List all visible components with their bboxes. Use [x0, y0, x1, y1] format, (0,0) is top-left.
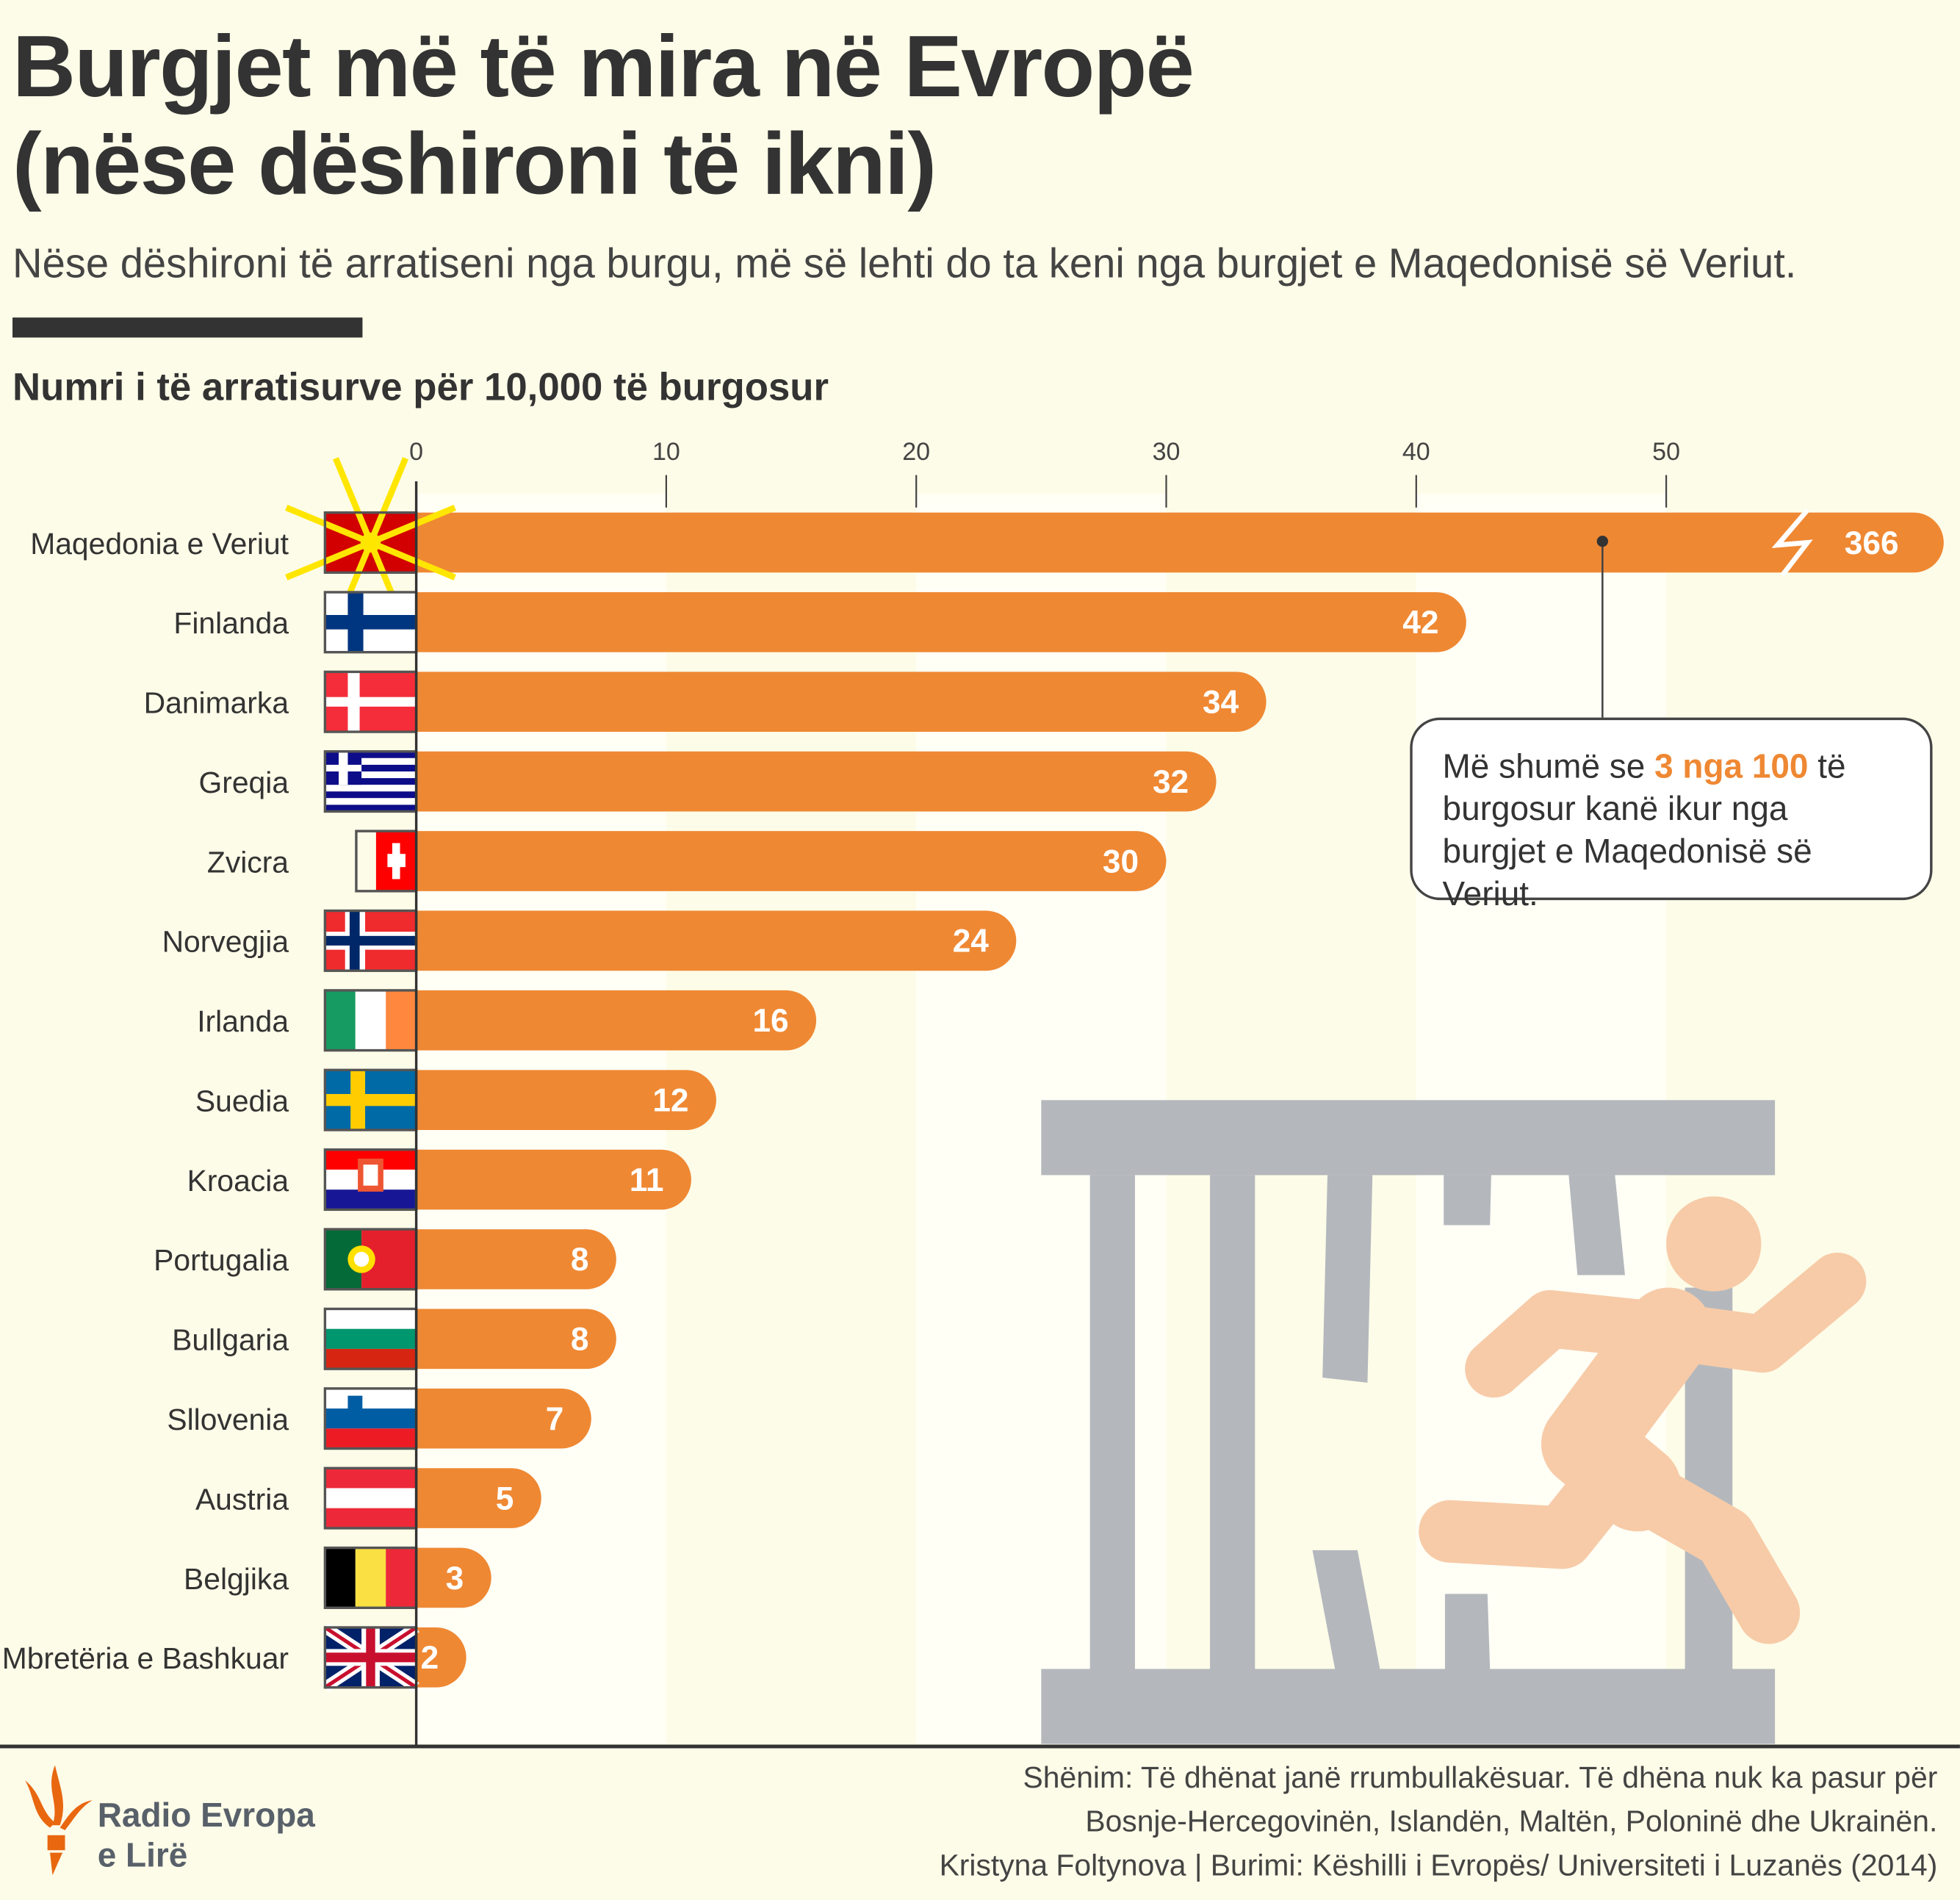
x-tick-label: 30 [1153, 438, 1181, 466]
category-label: Finlanda [173, 606, 289, 640]
value-label: 24 [953, 924, 990, 960]
running-person-icon [1419, 1196, 1867, 1644]
flag-pt-icon [323, 1228, 418, 1291]
category-label: Belgjika [184, 1562, 289, 1596]
category-label: Zvicra [207, 845, 289, 879]
category-label: Sllovenia [167, 1403, 289, 1436]
value-label: 8 [571, 1322, 589, 1358]
category-label: Irlanda [197, 1004, 289, 1038]
x-tick-label: 50 [1652, 438, 1680, 466]
value-label: 3 [446, 1561, 464, 1597]
axis-break-icon [1771, 508, 1813, 577]
category-label: Portugalia [154, 1243, 289, 1277]
flag-gb-icon [322, 1622, 419, 1693]
flag-no-icon [323, 909, 418, 972]
bar [416, 831, 1167, 891]
title-divider [12, 317, 363, 338]
flag-ie-icon [323, 989, 418, 1052]
value-label: 32 [1153, 764, 1189, 800]
callout-anchor-dot [1596, 536, 1608, 547]
value-label: 366 [1845, 525, 1899, 561]
prison-bars-illustration [1041, 1100, 1776, 1744]
value-label: 30 [1103, 843, 1139, 879]
flag-fi-icon [323, 591, 418, 654]
source-credit: Kristyna Foltynova | Burimi: Këshilli i … [939, 1849, 1938, 1883]
logo-text: Radio Evropa e Lirë [98, 1795, 315, 1875]
value-label: 16 [752, 1003, 788, 1039]
category-label: Danimarka [144, 686, 289, 720]
x-tick-label: 0 [409, 438, 423, 466]
title-line-2: (nëse dëshironi të ikni) [12, 115, 937, 213]
bar [416, 990, 817, 1051]
logo-line-1: Radio Evropa [97, 1796, 315, 1835]
value-label: 11 [630, 1162, 664, 1198]
bar [416, 1309, 616, 1370]
value-label: 12 [652, 1082, 688, 1118]
x-tick-label: 40 [1402, 438, 1430, 466]
rfe-torch-logo-icon [25, 1765, 93, 1876]
category-label: Maqedonia e Veriut [30, 527, 289, 561]
logo-line-2: e Lirë [97, 1836, 188, 1874]
bar [416, 910, 1017, 971]
flag-bg-icon [323, 1307, 418, 1370]
category-label: Mbretëria e Bashkuar [2, 1641, 289, 1675]
flag-dk-icon [323, 670, 418, 733]
note-line-2: Bosnje-Hercegovinën, Islandën, Maltën, P… [1085, 1804, 1938, 1839]
value-label: 7 [546, 1401, 564, 1437]
x-tick-label: 10 [652, 438, 680, 466]
callout-text-end: të burgosur kanë ikur nga burgjet e Maqe… [1442, 747, 1846, 913]
flag-si-icon [323, 1387, 418, 1450]
bar [416, 1149, 691, 1210]
category-label: Austria [195, 1482, 289, 1516]
chart-title: Numri i të arratisurve për 10,000 të bur… [12, 364, 829, 409]
category-label: Norvegjia [162, 925, 289, 959]
bar [416, 1627, 466, 1688]
value-label: 5 [496, 1480, 514, 1516]
bar [416, 1229, 616, 1289]
callout-text: Më shumë se [1442, 747, 1655, 785]
category-label: Bullgaria [172, 1323, 289, 1357]
flag-be-icon [323, 1546, 418, 1610]
annotation-callout: Më shumë se 3 nga 100 të burgosur kanë i… [1410, 717, 1933, 913]
category-label: Greqia [198, 766, 289, 799]
bar [416, 512, 1944, 573]
footer-notes: Shënim: Të dhënat janë rrumbullakësuar. … [940, 1757, 1938, 1888]
subtitle: Nëse dëshironi të arratiseni nga burgu, … [12, 240, 1797, 287]
value-label: 8 [571, 1242, 589, 1278]
value-label: 42 [1402, 605, 1438, 641]
bar [416, 1468, 541, 1528]
value-label: 2 [421, 1640, 439, 1676]
bar [416, 1070, 716, 1130]
title-line-1: Burgjet më të mira në Evropë [12, 17, 1195, 115]
note-line-1: Shënim: Të dhënat janë rrumbullakësuar. … [1023, 1761, 1938, 1796]
x-tick-label: 20 [902, 438, 930, 466]
bar [416, 672, 1267, 733]
bar [416, 1547, 491, 1608]
bar [416, 751, 1217, 812]
flag-hr-icon [323, 1148, 418, 1212]
bar [416, 592, 1466, 652]
category-label: Kroacia [187, 1164, 289, 1198]
category-label: Suedia [195, 1084, 289, 1118]
flag-at-icon [323, 1467, 418, 1530]
page-title: Burgjet më të mira në Evropë (nëse dëshi… [12, 17, 1195, 213]
bar [416, 1388, 591, 1449]
flag-gr-icon [323, 750, 418, 813]
callout-highlight: 3 nga 100 [1654, 747, 1809, 785]
value-label: 34 [1203, 685, 1239, 721]
flag-se-icon [323, 1068, 418, 1131]
flag-ch-icon [355, 830, 418, 893]
